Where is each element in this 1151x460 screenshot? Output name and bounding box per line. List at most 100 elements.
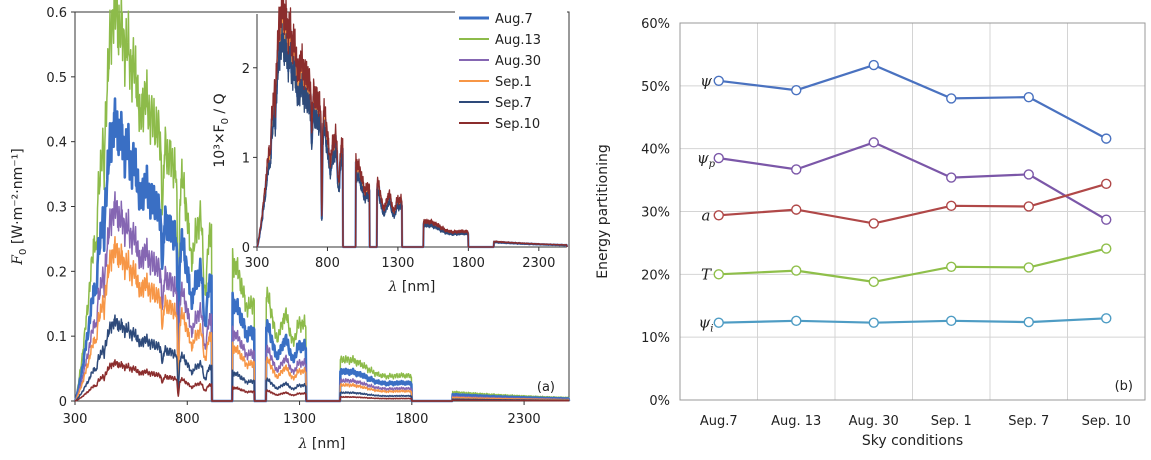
data-point-psi xyxy=(1023,91,1034,103)
inset-line-sep10 xyxy=(256,0,568,248)
inset-y-tick-label: 2 xyxy=(242,62,250,77)
y-tick-label: 20% xyxy=(641,268,670,283)
data-point-psip xyxy=(791,164,802,175)
data-point-psii xyxy=(868,317,879,328)
data-point-psi xyxy=(791,85,802,96)
y-axis-label: F0 [W·m⁻²·nm⁻¹] xyxy=(10,148,29,265)
x-axis-label: Sky conditions xyxy=(862,433,963,449)
spectrum-line-sep7 xyxy=(74,314,570,402)
legend-bg xyxy=(455,8,567,29)
category-label: Sep. 10 xyxy=(1082,414,1131,429)
x-tick-label: 300 xyxy=(63,412,88,427)
y-axis-label: Energy partitioning xyxy=(595,144,611,279)
inset-y-tick-label: 0 xyxy=(242,241,250,256)
data-point-a xyxy=(713,210,724,221)
legend-entry: Sep.10 xyxy=(495,117,540,132)
y-tick-label: 0.1 xyxy=(46,330,67,345)
data-point-t xyxy=(868,276,879,288)
x-tick-label: 1300 xyxy=(283,412,316,427)
data-point-psi xyxy=(946,93,957,104)
data-point-psip xyxy=(946,172,957,183)
data-point-psip xyxy=(1023,169,1034,180)
category-label: Aug.7 xyxy=(700,414,738,429)
panel-label-a: (a) xyxy=(537,380,555,395)
data-point-a xyxy=(946,200,957,212)
series-label-psip: ψp xyxy=(697,149,716,170)
series-line-t xyxy=(718,247,1107,284)
series-line-psi xyxy=(718,63,1107,140)
series-label-t: T xyxy=(701,265,712,283)
y-axis-subscript: 0 xyxy=(18,249,29,255)
category-label: Aug. 30 xyxy=(849,414,899,429)
inset-y-axis-subscript: 0 xyxy=(220,118,231,124)
series-symbol: ψ xyxy=(700,72,712,90)
series-subscript: p xyxy=(709,159,716,170)
data-point-a xyxy=(1101,178,1112,190)
y-tick-label: 10% xyxy=(641,331,670,346)
inset-x-axis-symbol: λ xyxy=(388,279,398,295)
inset-x-axis-label: λ [nm] xyxy=(388,279,436,295)
data-point-psip xyxy=(868,137,879,148)
inset-x-tick-label: 1800 xyxy=(452,256,485,271)
data-point-psii xyxy=(713,317,724,328)
y-tick-label: 40% xyxy=(641,143,670,158)
data-point-psii xyxy=(1023,316,1034,328)
inset-y-axis-tail: / Q xyxy=(212,93,228,118)
legend-entry: Aug.7 xyxy=(495,12,533,27)
y-tick-label: 0.4 xyxy=(46,136,67,151)
legend-entry: Sep.1 xyxy=(495,75,532,90)
inset-y-axis-text: 10³×F xyxy=(212,124,228,167)
y-tick-label: 0.5 xyxy=(46,71,67,86)
y-tick-label: 50% xyxy=(641,80,670,95)
x-tick-label: 1800 xyxy=(395,412,428,427)
x-tick-label: 800 xyxy=(175,412,200,427)
y-tick-label: 0 xyxy=(59,395,67,410)
legend-bg xyxy=(455,92,567,113)
inset-x-tick-label: 1300 xyxy=(381,256,414,271)
data-point-a xyxy=(791,204,802,215)
series-line-psii xyxy=(718,317,1107,324)
y-tick-label: 0.6 xyxy=(46,6,67,21)
inset-x-tick-label: 800 xyxy=(315,256,340,271)
spectrum-line-sep10 xyxy=(74,359,570,402)
series-line-psip xyxy=(718,141,1107,221)
x-tick-label: 2300 xyxy=(508,412,541,427)
legend-entry: Aug.30 xyxy=(495,54,541,69)
series-subscript: i xyxy=(710,324,713,335)
category-label: Aug. 13 xyxy=(771,414,821,429)
data-point-psii xyxy=(946,315,957,327)
legend-bg xyxy=(455,113,567,134)
data-point-psii xyxy=(1101,313,1112,324)
y-axis-symbol: F xyxy=(10,254,26,266)
series-symbol: T xyxy=(701,265,712,283)
inset-x-axis-unit: [nm] xyxy=(397,279,435,295)
data-point-psi xyxy=(1101,133,1112,144)
data-point-t xyxy=(1101,243,1112,254)
legend-bg xyxy=(455,29,567,50)
category-label: Sep. 7 xyxy=(1008,414,1049,429)
data-point-psip xyxy=(1101,214,1112,225)
category-label: Sep. 1 xyxy=(931,414,972,429)
inset-x-tick-label: 300 xyxy=(245,256,270,271)
data-point-a xyxy=(868,218,879,229)
y-axis-unit: [W·m⁻²·nm⁻¹] xyxy=(10,148,26,248)
series-line-a xyxy=(718,182,1107,225)
data-point-t xyxy=(713,269,724,280)
y-tick-label: 0% xyxy=(649,394,670,409)
legend-bg xyxy=(455,50,567,71)
x-axis-unit: [nm] xyxy=(307,436,345,452)
legend-bg xyxy=(455,71,567,92)
data-point-psip xyxy=(713,152,724,164)
data-point-t xyxy=(946,261,957,272)
inset-y-axis-label: 10³×F0 / Q xyxy=(212,93,231,167)
y-tick-label: 0.3 xyxy=(46,201,67,216)
legend-entry: Sep.7 xyxy=(495,96,532,111)
data-point-psii xyxy=(791,315,802,327)
data-point-t xyxy=(791,265,802,276)
series-symbol: ψ xyxy=(697,149,709,167)
inset-y-tick-label: 1 xyxy=(242,151,250,166)
